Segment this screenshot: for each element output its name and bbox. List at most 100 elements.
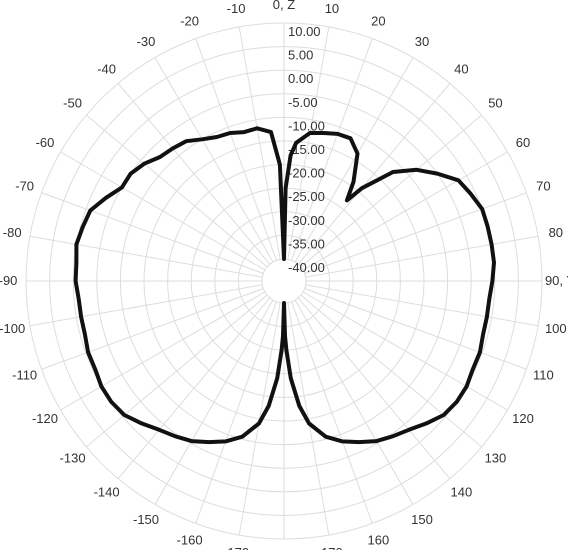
data-point	[424, 421, 428, 425]
data-point	[81, 225, 85, 229]
grid-spoke	[305, 284, 539, 327]
data-point	[490, 279, 494, 283]
angle-tick-label: -60	[36, 135, 55, 150]
data-point	[281, 334, 285, 338]
grid-spoke	[287, 26, 330, 260]
data-point	[374, 439, 378, 443]
angle-tick-label: 30	[415, 34, 429, 49]
angle-tick-label: -120	[32, 411, 58, 426]
data-point	[158, 155, 162, 159]
data-point	[228, 131, 232, 135]
data-point	[278, 163, 282, 167]
data-point	[284, 186, 288, 190]
data-point	[109, 400, 113, 404]
angle-tick-label: 20	[371, 14, 385, 29]
grid-spoke	[86, 294, 268, 448]
data-point	[480, 207, 484, 211]
angle-tick-label: -110	[12, 367, 37, 382]
data-point	[340, 439, 344, 443]
grid-spoke	[86, 114, 268, 268]
grid-spoke	[302, 151, 508, 271]
data-point	[140, 421, 144, 425]
data-point	[360, 186, 364, 190]
data-point	[267, 404, 271, 408]
angle-tick-label: 40	[454, 62, 468, 77]
radial-tick-label: -20.00	[288, 166, 325, 181]
grid-spoke	[304, 192, 527, 274]
grid-spoke	[117, 297, 271, 479]
data-point	[88, 209, 92, 213]
data-point	[456, 178, 460, 182]
grid-spoke	[291, 301, 373, 524]
grid-spoke	[154, 57, 274, 263]
grid-spoke	[29, 235, 263, 278]
data-point	[215, 135, 219, 139]
data-point	[294, 141, 298, 145]
grid-layer	[25, 22, 543, 540]
data-point	[184, 139, 188, 143]
data-point	[104, 196, 108, 200]
angle-tick-label: -20	[180, 14, 199, 29]
data-point	[224, 439, 228, 443]
data-point	[297, 404, 301, 408]
angle-tick-label: 120	[512, 411, 534, 426]
radial-tick-label: -5.00	[288, 95, 318, 110]
grid-spoke	[60, 291, 266, 411]
angle-tick-label: -170	[223, 545, 249, 550]
radial-tick-labels: 10.00 5.00 0.00 -5.00 -10.00 -15.00 -20.00 -25.…	[288, 24, 325, 275]
angle-tick-label: -40	[97, 62, 116, 77]
angle-tick-label: 80	[549, 225, 563, 240]
data-point	[415, 168, 419, 172]
data-point	[173, 434, 177, 438]
data-point	[490, 242, 494, 246]
data-point	[269, 130, 273, 134]
grid-spoke	[238, 26, 281, 260]
angle-tick-label: -160	[177, 532, 203, 547]
data-point	[284, 348, 288, 352]
grid-spoke	[60, 151, 266, 271]
data-point	[93, 367, 97, 371]
grid-spoke	[304, 288, 527, 370]
data-point	[289, 376, 293, 380]
data-point	[171, 146, 175, 150]
data-point	[142, 162, 146, 166]
data-point	[242, 130, 246, 134]
data-point	[240, 435, 244, 439]
data-point	[157, 428, 161, 432]
grid-spoke	[117, 83, 271, 265]
data-point	[255, 126, 259, 130]
data-point	[308, 131, 312, 135]
data-point	[257, 422, 261, 426]
grid-spoke	[297, 297, 451, 479]
angle-tick-label: 110	[533, 367, 554, 382]
grid-spoke	[195, 38, 277, 261]
data-point	[280, 348, 284, 352]
data-point	[275, 376, 279, 380]
angle-tick-label: -150	[133, 512, 159, 527]
data-point	[74, 242, 78, 246]
angle-tick-label: -30	[137, 34, 156, 49]
radial-tick-label: -15.00	[288, 142, 325, 157]
radial-tick-label: 10.00	[288, 24, 321, 39]
angle-tick-label: 90, Y	[545, 273, 568, 288]
data-point	[324, 435, 328, 439]
data-point	[435, 172, 439, 176]
data-point	[120, 185, 124, 189]
data-point	[469, 192, 473, 196]
data-point	[77, 297, 81, 301]
grid-spoke	[41, 288, 264, 370]
grid-spoke	[195, 301, 277, 524]
radial-tick-label: -30.00	[288, 213, 325, 228]
data-point	[122, 413, 126, 417]
angle-tick-label: 50	[488, 96, 502, 111]
angle-tick-label: 140	[451, 484, 473, 499]
data-point	[99, 384, 103, 388]
data-point	[207, 440, 211, 444]
data-point	[289, 153, 293, 157]
data-point	[471, 367, 475, 371]
grid-spoke	[302, 291, 508, 411]
data-point	[79, 315, 83, 319]
grid-spoke	[294, 299, 414, 505]
